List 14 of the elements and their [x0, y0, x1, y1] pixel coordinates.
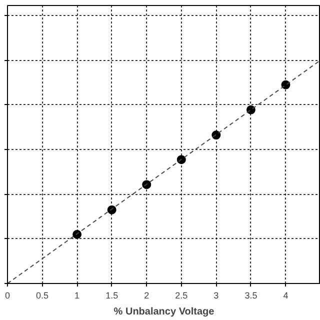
x-tick-label: 0.5 [36, 290, 49, 300]
x-tick-label: 3.5 [244, 290, 258, 300]
point [176, 155, 186, 164]
x-tick-label: 2 [144, 290, 150, 300]
x-tick-label: 3 [214, 290, 219, 300]
x-tick-label: 1 [74, 290, 80, 300]
x-tick-label: 0 [4, 290, 10, 300]
point [107, 205, 116, 214]
x-tick-label: 1.5 [106, 290, 118, 300]
x-axis-title: % Unbalancy Voltage [114, 306, 215, 318]
x-tick-label: 2.5 [175, 290, 188, 300]
x-tick-label: 4 [283, 290, 288, 300]
point [142, 180, 152, 190]
point [72, 230, 82, 239]
